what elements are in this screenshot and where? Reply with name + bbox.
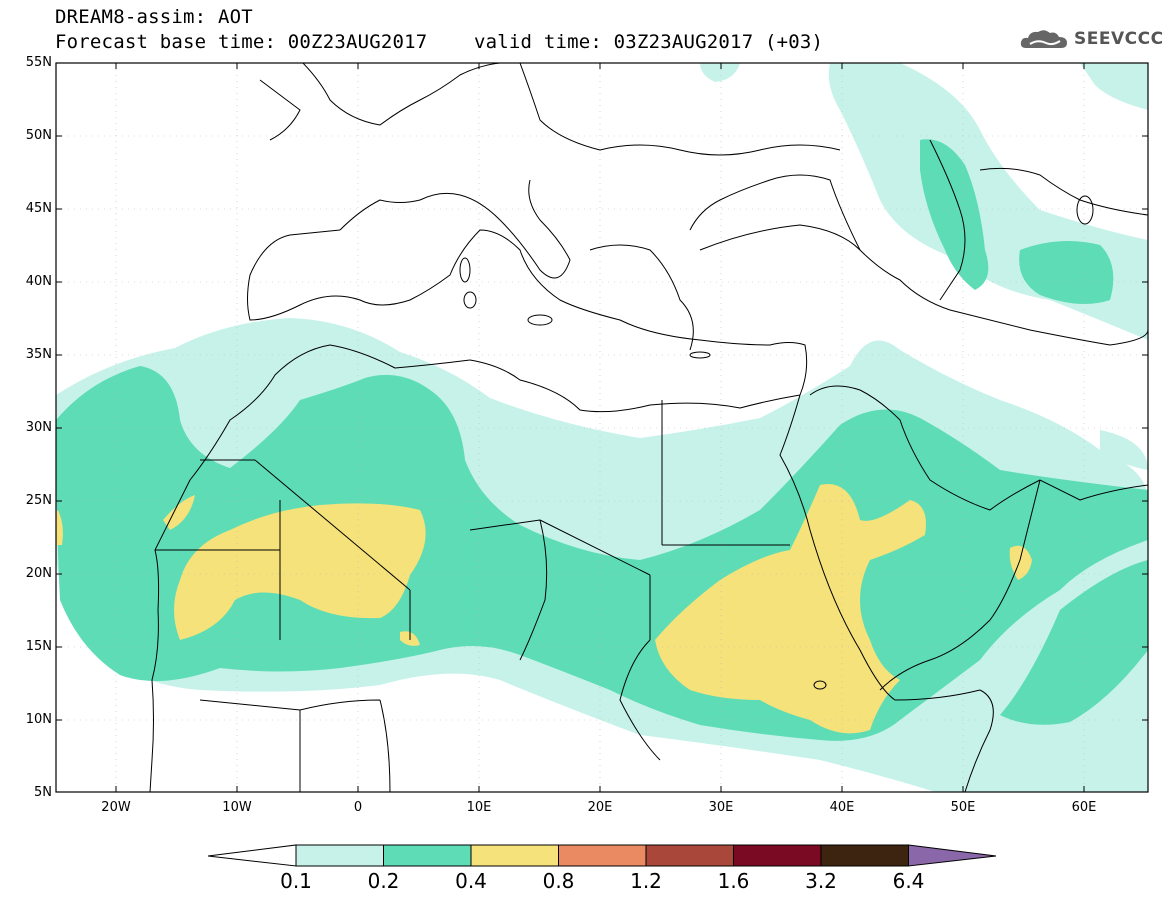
graticule	[56, 63, 1148, 792]
lat-label-5n: 5N	[34, 785, 52, 800]
colorbar-swatch-0.4-0.8	[470, 844, 559, 867]
lon-label-60e: 60E	[1071, 800, 1097, 815]
lat-label-25n: 25N	[25, 493, 52, 508]
colorbar-swatch-below-0.1	[207, 844, 297, 867]
colorbar-swatch-1.6-3.2	[733, 844, 822, 867]
lon-label-10e: 10E	[466, 800, 492, 815]
lat-label-30n: 30N	[25, 420, 52, 435]
lat-label-15n: 15N	[25, 639, 52, 654]
map-title: DREAM8-assim: AOT	[55, 6, 253, 28]
colorbar-label: 0.4	[455, 869, 487, 893]
colorbar-swatch-0.1-0.2	[295, 844, 384, 867]
lat-label-20n: 20N	[25, 566, 52, 581]
colorbar-swatch-0.8-1.2	[558, 844, 647, 867]
lat-label-50n: 50N	[25, 128, 52, 143]
colorbar-label: 1.2	[630, 869, 662, 893]
colorbar-swatch-above-6.4	[908, 844, 997, 867]
cloud-logo-icon	[1020, 30, 1067, 48]
axis-ticks	[56, 63, 1148, 792]
aot-field	[56, 63, 1148, 792]
lat-label-10n: 10N	[25, 712, 52, 727]
lon-label-20w: 20W	[101, 800, 131, 815]
lat-label-55n: 55N	[25, 55, 52, 70]
aot-level-0.1-region	[56, 63, 1148, 792]
colorbar-swatch-0.2-0.4	[383, 844, 472, 867]
coastlines-borders	[149, 63, 1148, 792]
lon-label-20e: 20E	[587, 800, 613, 815]
lon-label-40e: 40E	[829, 800, 855, 815]
colorbar-label: 0.1	[280, 869, 312, 893]
colorbar-label: 0.2	[367, 869, 400, 893]
colorbar-swatch-3.2-6.4	[820, 844, 909, 867]
lon-label-50e: 50E	[950, 800, 976, 815]
lat-label-40n: 40N	[25, 274, 52, 289]
colorbar-swatch-1.2-1.6	[645, 844, 734, 867]
colorbar-label: 6.4	[892, 869, 925, 893]
logo-text: SEEVCCC	[1074, 29, 1164, 49]
colorbar-label: 3.2	[805, 869, 837, 893]
islands	[459, 195, 1094, 690]
colorbar-label: 0.8	[542, 869, 575, 893]
lon-label-0: 0	[353, 800, 363, 815]
colorbar-label: 1.6	[717, 869, 750, 893]
lat-label-45n: 45N	[25, 201, 52, 216]
lat-label-35n: 35N	[25, 347, 52, 362]
lon-label-10w: 10W	[222, 800, 252, 815]
forecast-time-subtitle: Forecast base time: 00Z23AUG2017 valid t…	[55, 31, 824, 53]
seevccc-logo: SEEVCCC	[1018, 26, 1163, 54]
aot-level-0.2-region	[56, 139, 1148, 741]
colorbar	[207, 844, 997, 867]
lon-label-30e: 30E	[708, 800, 734, 815]
